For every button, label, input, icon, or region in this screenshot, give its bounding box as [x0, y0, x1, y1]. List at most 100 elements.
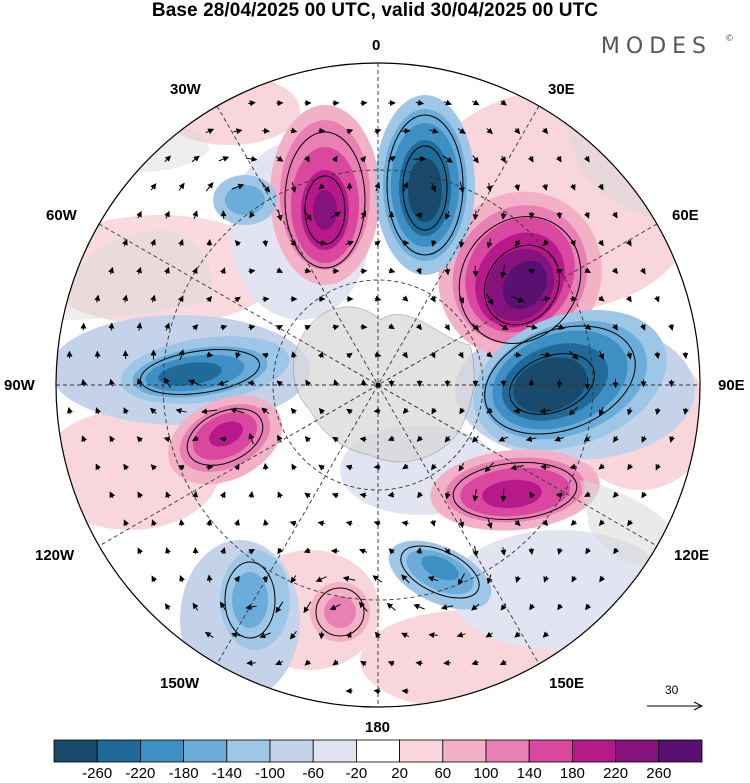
wind-arrow	[525, 436, 537, 442]
wind-arrow	[440, 604, 454, 611]
wind-arrow	[598, 463, 605, 470]
wind-arrow	[220, 210, 227, 219]
colorbar-swatch	[615, 739, 660, 763]
wind-arrow	[262, 575, 268, 583]
wind-arrow	[514, 519, 521, 527]
wind-arrow	[192, 324, 199, 331]
wind-arrow	[627, 519, 634, 527]
wind-arrow	[682, 351, 689, 359]
wind-arrow	[431, 463, 437, 471]
wind-arrow	[555, 155, 562, 163]
wind-arrow	[205, 128, 215, 135]
colorbar-tick-label: -60	[302, 765, 325, 782]
wind-arrow	[415, 660, 423, 667]
wind-arrow	[94, 294, 101, 303]
wind-arrow	[571, 575, 578, 583]
colorbar-swatch	[226, 739, 271, 763]
colorbar-swatch	[399, 739, 444, 763]
wind-arrow	[612, 323, 618, 331]
wind-arrow	[290, 575, 297, 584]
wind-arrow	[498, 324, 509, 331]
wind-arrow	[304, 492, 311, 499]
wind-arrow	[611, 211, 618, 219]
wind-arrow	[401, 295, 409, 302]
wind-arrow	[500, 488, 507, 503]
wind-arrow	[248, 268, 256, 275]
wind-arrow	[584, 267, 591, 273]
wind-arrow	[81, 435, 88, 442]
wind-arrow	[317, 351, 324, 358]
wind-arrow	[332, 436, 339, 443]
wind-arrow	[205, 295, 213, 303]
wind-arrow	[206, 519, 213, 527]
wind-arrow	[500, 99, 507, 106]
wind-vectors	[66, 99, 689, 695]
wind-arrow	[417, 491, 424, 499]
wind-arrow	[108, 266, 114, 275]
wind-arrow	[527, 269, 535, 275]
wind-arrow	[682, 407, 689, 415]
wind-arrow	[164, 603, 171, 611]
wind-arrow	[178, 182, 185, 191]
wind-arrow	[456, 631, 466, 638]
wind-arrow	[276, 267, 284, 273]
wind-arrow	[557, 547, 563, 555]
wind-arrow	[201, 408, 218, 415]
wind-arrow	[150, 294, 156, 303]
wind-arrow	[472, 99, 480, 106]
wind-arrow	[472, 489, 479, 502]
wind-arrow	[289, 630, 297, 640]
wind-arrow	[401, 351, 408, 359]
wind-arrow	[219, 267, 226, 274]
wind-arrow	[568, 406, 578, 416]
wind-arrow	[428, 632, 438, 639]
wind-arrow	[585, 603, 592, 611]
wind-arrow	[427, 576, 439, 582]
wind-arrow	[402, 181, 409, 192]
wind-arrow	[360, 268, 368, 275]
wind-arrow	[485, 631, 493, 638]
wind-arrow	[164, 267, 170, 275]
wind-arrow	[233, 575, 240, 583]
wind-arrow	[458, 518, 465, 529]
wind-arrow	[583, 212, 590, 219]
wind-arrow	[401, 632, 410, 639]
wind-arrow	[387, 491, 395, 498]
wind-arrow	[540, 352, 552, 359]
wind-arrow	[442, 155, 453, 163]
wind-arrow	[332, 659, 339, 666]
wind-arrow	[360, 379, 367, 387]
wind-arrow	[541, 127, 549, 135]
wind-arrow	[542, 183, 548, 191]
wind-arrow	[413, 603, 425, 610]
wind-arrow	[416, 435, 424, 442]
wind-arrow	[345, 464, 353, 471]
wind-arrow	[346, 352, 353, 359]
wind-arrow	[471, 435, 479, 443]
lon-label-30e: 30E	[548, 81, 575, 98]
wind-arrow	[401, 520, 409, 527]
colorbar-tick-label: -100	[254, 765, 286, 782]
wind-arrow	[178, 349, 185, 361]
wind-arrow	[486, 407, 493, 414]
wind-arrow	[444, 210, 451, 221]
wind-arrow	[205, 182, 214, 192]
wind-arrow	[151, 575, 158, 583]
colorbar-swatch	[442, 739, 487, 763]
wind-arrow	[641, 435, 647, 443]
wind-arrow	[556, 378, 563, 388]
wind-arrow	[373, 688, 381, 695]
wind-arrow	[459, 407, 466, 415]
wind-arrow	[484, 462, 494, 473]
colorbar-tick-label: 180	[559, 765, 585, 782]
wind-arrow	[388, 267, 396, 274]
wind-arrow	[374, 182, 381, 192]
colorbar-tick-label: -260	[82, 765, 113, 782]
wind-arrow	[584, 491, 591, 497]
wind-arrow	[554, 436, 564, 442]
wind-arrow	[486, 238, 493, 249]
wind-arrow	[598, 295, 605, 302]
wind-arrow	[191, 155, 200, 163]
colorbar-tick-label: 220	[603, 765, 629, 782]
wind-arrow	[513, 407, 521, 414]
